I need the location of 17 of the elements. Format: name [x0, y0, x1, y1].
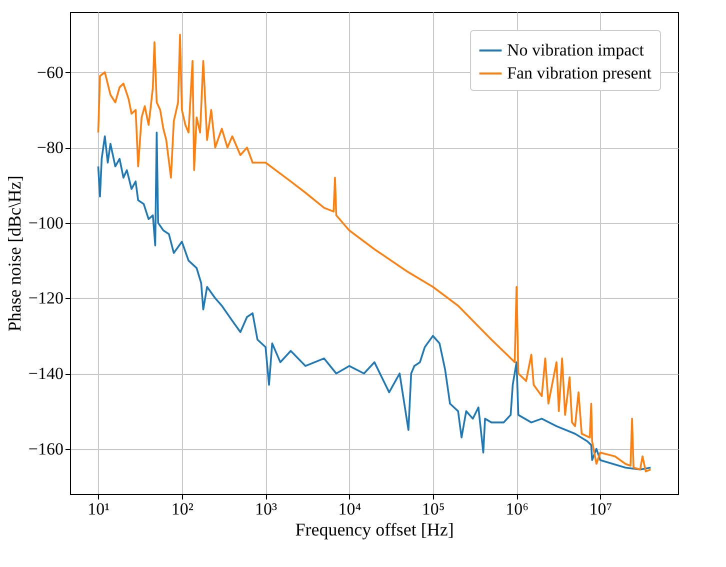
- y-tick-label: −160: [28, 439, 64, 458]
- x-tick-label: 10⁵: [422, 500, 445, 518]
- x-tick-label: 10²: [171, 500, 194, 518]
- x-tick-label: 10¹: [88, 500, 110, 518]
- legend-label: Fan vibration present: [507, 64, 652, 82]
- x-axis-title: Frequency offset [Hz]: [295, 520, 454, 540]
- legend-label: No vibration impact: [507, 40, 644, 60]
- y-tick-label: −140: [28, 364, 64, 383]
- x-tick-label: 10⁷: [589, 500, 612, 518]
- y-tick-label: −100: [28, 213, 64, 232]
- y-tick-label: −80: [36, 138, 64, 158]
- x-tick-label: 10⁴: [338, 500, 362, 518]
- y-tick-label: −60: [36, 62, 64, 82]
- y-tick-label: −120: [28, 288, 64, 308]
- x-tick-label: 10³: [255, 500, 278, 518]
- y-axis-title: Phase noise [dBc\Hz]: [4, 176, 24, 332]
- x-tick-label: 10⁶: [506, 500, 529, 518]
